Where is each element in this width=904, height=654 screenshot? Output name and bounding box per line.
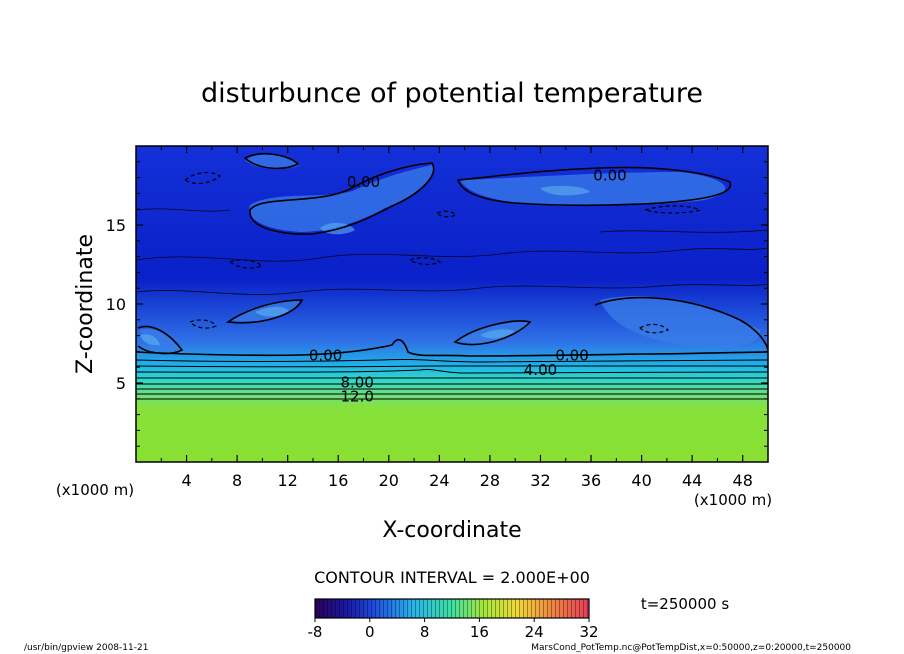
- upper-patches: [140, 154, 760, 354]
- contour-label: 0.00: [347, 173, 380, 191]
- x-tick-label: 48: [733, 471, 753, 490]
- x-axis: 4 8 12 16 20 24 28 32 36 40 44 48: [160, 146, 753, 490]
- chart-title: disturbunce of potential temperature: [201, 78, 703, 109]
- footer-right: MarsCond_PotTemp.nc@PotTempDist,x=0:5000…: [531, 643, 851, 653]
- colorbar-tick-label: -8: [308, 623, 323, 641]
- stratified-contours: [136, 338, 768, 400]
- colorbar-stripes: [315, 599, 589, 618]
- colorbar-tick-label: 32: [579, 623, 598, 641]
- y-tick-label: 15: [106, 216, 126, 235]
- footer-left: /usr/bin/gpview 2008-11-21: [24, 643, 148, 653]
- zero-contours-upper: [137, 152, 768, 355]
- contour-label: 8.00: [340, 373, 373, 391]
- contour-label: 4.00: [524, 361, 557, 379]
- x-tick-label: 24: [429, 471, 449, 490]
- y-tick-label: 10: [106, 295, 126, 314]
- contour-interval-label: CONTOUR INTERVAL = 2.000E+00: [314, 568, 590, 587]
- x-unit-right: (x1000 m): [694, 491, 772, 509]
- contour-label: 0.00: [309, 347, 342, 365]
- y-axis-label: Z-coordinate: [73, 234, 98, 374]
- plot-area: [136, 146, 768, 462]
- x-tick-label: 44: [682, 471, 702, 490]
- contour-label: 0.00: [593, 166, 626, 184]
- contour-label: 12.0: [340, 388, 373, 406]
- colorbar-tick-label: 0: [365, 623, 375, 641]
- colorbar-tick-label: 8: [420, 623, 430, 641]
- thin-contours: [136, 208, 768, 295]
- x-axis-label: X-coordinate: [382, 518, 521, 543]
- time-label: t=250000 s: [641, 595, 729, 613]
- colorbar: -8 0 8 16 24 32: [308, 598, 599, 641]
- x-tick-label: 28: [480, 471, 500, 490]
- y-tick-label: 5: [116, 374, 126, 393]
- colorbar-tick-label: 16: [470, 623, 489, 641]
- contour-label: 0.00: [555, 347, 588, 365]
- x-tick-label: 12: [278, 471, 298, 490]
- x-tick-label: 8: [232, 471, 242, 490]
- x-tick-label: 32: [530, 471, 550, 490]
- colorbar-frame: [314, 598, 590, 619]
- x-tick-label: 20: [379, 471, 399, 490]
- y-axis: 5 10 15: [106, 161, 768, 447]
- x-tick-label: 16: [328, 471, 348, 490]
- x-tick-label: 40: [631, 471, 651, 490]
- x-tick-label: 36: [581, 471, 601, 490]
- colorbar-tick-label: 24: [525, 623, 544, 641]
- colorbar-ticks: -8 0 8 16 24 32: [308, 618, 599, 641]
- x-unit-left: (x1000 m): [56, 481, 134, 499]
- x-tick-label: 4: [181, 471, 191, 490]
